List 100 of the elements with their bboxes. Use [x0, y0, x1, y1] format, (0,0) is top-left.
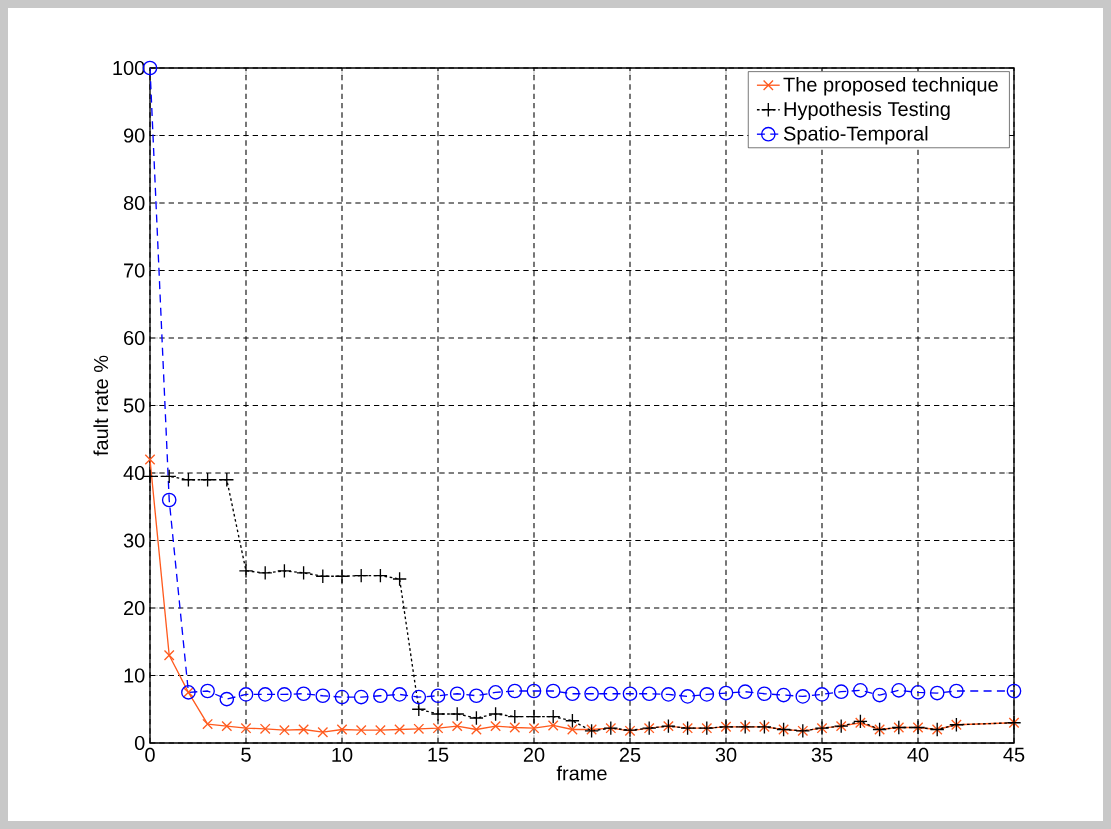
- point: [353, 568, 369, 583]
- point: [449, 686, 465, 702]
- point: [413, 723, 425, 735]
- point: [567, 724, 578, 735]
- point: [776, 687, 791, 703]
- point: [277, 687, 292, 702]
- point: [336, 724, 348, 735]
- point: [929, 685, 945, 701]
- point: [526, 683, 542, 699]
- point: [161, 492, 177, 508]
- y-tick-label: 30: [123, 533, 145, 548]
- point: [240, 722, 252, 734]
- point: [257, 687, 273, 702]
- point: [334, 568, 350, 584]
- y-tick-label: 40: [123, 465, 145, 481]
- point: [238, 563, 254, 579]
- x-tick-label: 35: [811, 747, 833, 762]
- point: [144, 454, 156, 465]
- y-axis-title: fault rate %: [93, 355, 109, 456]
- y-tick-label: 70: [124, 263, 145, 278]
- point: [833, 684, 849, 700]
- point: [891, 683, 907, 698]
- point: [279, 724, 290, 736]
- point: [509, 722, 521, 733]
- point: [317, 726, 329, 738]
- point: [392, 571, 407, 587]
- point: [526, 709, 542, 725]
- x-tick-label: 30: [715, 747, 737, 762]
- legend-label: The proposed technique: [783, 76, 998, 96]
- point: [584, 723, 599, 739]
- x-tick-label: 25: [619, 747, 641, 762]
- point: [547, 720, 559, 731]
- point: [603, 686, 619, 702]
- point: [488, 706, 503, 722]
- point: [737, 684, 753, 700]
- y-tick-label: 50: [123, 398, 145, 413]
- point: [910, 685, 926, 700]
- point: [238, 687, 254, 702]
- y-tick-label: 80: [123, 195, 145, 211]
- point: [411, 701, 427, 717]
- point: [259, 723, 271, 735]
- x-tick-label: 40: [907, 747, 929, 762]
- point: [163, 649, 175, 661]
- point: [296, 565, 311, 581]
- point: [181, 472, 196, 488]
- point: [202, 718, 213, 730]
- point: [277, 563, 292, 579]
- point: [565, 713, 580, 729]
- point: [394, 724, 405, 735]
- y-tick-label: 20: [124, 600, 145, 616]
- point: [451, 720, 463, 732]
- point: [545, 709, 561, 725]
- point: [1006, 683, 1022, 699]
- y-tick-label: 60: [124, 330, 145, 346]
- point: [469, 710, 484, 726]
- legend-label: Hypothesis Testing: [784, 101, 950, 121]
- point: [507, 683, 523, 699]
- point: [757, 686, 772, 702]
- point: [586, 724, 597, 735]
- point: [221, 720, 233, 732]
- point: [375, 724, 386, 736]
- point: [661, 687, 676, 702]
- point: [565, 686, 580, 702]
- point: [257, 565, 273, 581]
- point: [949, 683, 964, 699]
- point: [432, 722, 444, 734]
- point: [528, 722, 540, 734]
- y-tick-label: 10: [124, 668, 145, 683]
- point: [545, 683, 561, 699]
- point: [392, 687, 407, 702]
- point: [373, 688, 388, 704]
- point: [161, 469, 177, 484]
- point: [641, 686, 657, 702]
- x-tick-label: 45: [1003, 747, 1025, 762]
- point: [718, 685, 734, 701]
- y-tick-label: 0: [134, 735, 145, 751]
- point: [872, 687, 887, 703]
- point: [355, 724, 367, 736]
- point: [200, 683, 215, 699]
- point: [430, 706, 446, 722]
- point: [315, 568, 331, 584]
- x-axis-title: frame: [556, 765, 607, 781]
- point: [334, 689, 350, 705]
- point: [430, 688, 446, 704]
- point: [490, 720, 501, 732]
- x-tick-label: 0: [145, 747, 155, 762]
- point: [219, 472, 235, 488]
- point: [584, 686, 599, 702]
- point: [200, 472, 215, 488]
- point: [622, 686, 638, 702]
- point: [853, 683, 868, 698]
- point: [795, 689, 811, 704]
- x-tick-label: 15: [428, 747, 449, 762]
- point: [488, 685, 503, 700]
- point: [507, 709, 523, 725]
- x-tick-label: 5: [241, 747, 251, 762]
- point: [471, 724, 482, 735]
- point: [680, 689, 695, 704]
- point: [699, 687, 715, 702]
- point: [315, 688, 331, 704]
